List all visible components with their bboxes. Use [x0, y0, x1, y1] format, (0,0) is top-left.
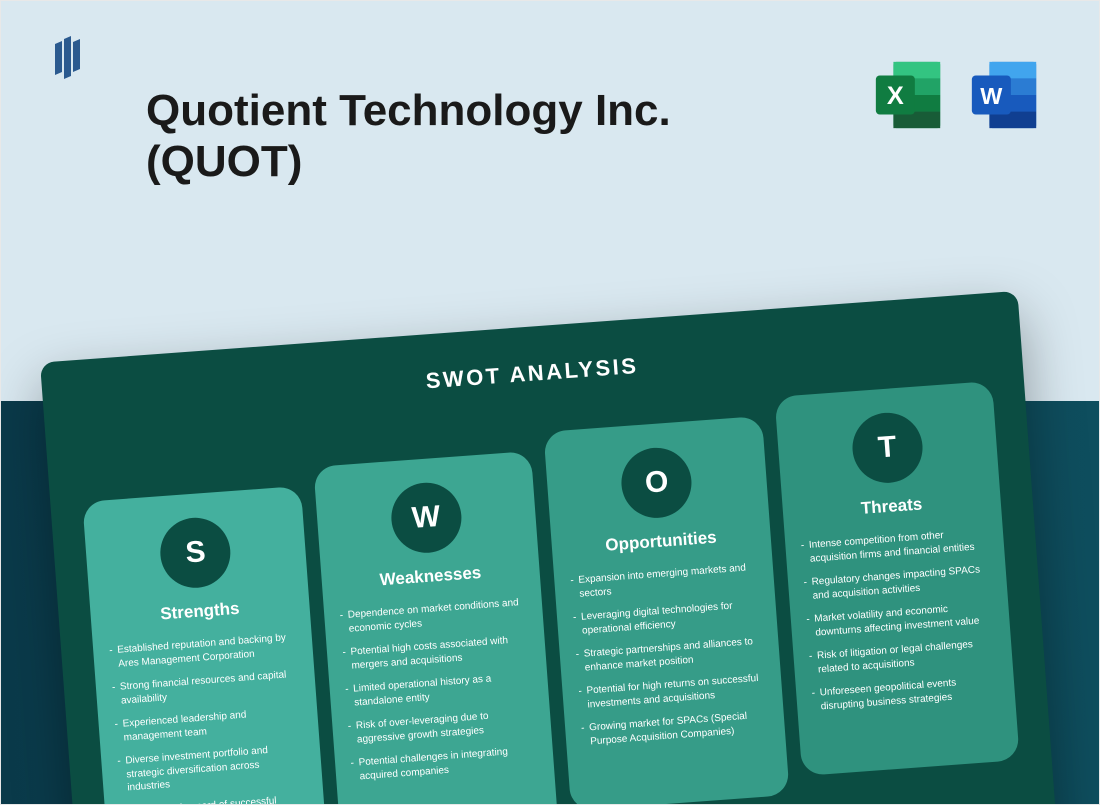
list-item: Expansion into emerging markets and sect…	[570, 561, 758, 602]
list-item: Proven track record of successful merger…	[121, 792, 309, 805]
swot-items-threats: Intense competition from other acquisiti…	[800, 526, 999, 714]
list-item: Potential for high returns on successful…	[578, 671, 766, 712]
list-item: Diverse investment portfolio and strateg…	[117, 741, 306, 795]
swot-badge-s: S	[158, 515, 233, 590]
swot-card-wrapper: SWOT ANALYSIS S Strengths Established re…	[40, 291, 1060, 805]
swot-col-opportunities: O Opportunities Expansion into emerging …	[543, 416, 789, 805]
list-item: Established reputation and backing by Ar…	[109, 631, 297, 672]
swot-badge-t: T	[850, 410, 925, 485]
swot-badge-o: O	[619, 445, 694, 520]
swot-items-opportunities: Expansion into emerging markets and sect…	[570, 561, 769, 749]
swot-label-weaknesses: Weaknesses	[337, 560, 524, 594]
swot-card: SWOT ANALYSIS S Strengths Established re…	[40, 291, 1060, 805]
list-item: Potential high costs associated with mer…	[342, 633, 530, 674]
swot-columns: S Strengths Established reputation and b…	[78, 381, 1023, 805]
swot-col-threats: T Threats Intense competition from other…	[774, 381, 1020, 776]
excel-letter: X	[887, 82, 904, 110]
swot-items-strengths: Established reputation and backing by Ar…	[109, 631, 309, 805]
swot-col-strengths: S Strengths Established reputation and b…	[82, 486, 328, 805]
swot-label-strengths: Strengths	[106, 595, 293, 629]
list-item: Potential challenges in integrating acqu…	[350, 743, 538, 784]
word-letter: W	[980, 83, 1003, 109]
list-item: Growing market for SPACs (Special Purpos…	[581, 708, 769, 749]
list-item: Limited operational history as a standal…	[345, 670, 533, 711]
swot-label-opportunities: Opportunities	[567, 525, 754, 559]
excel-icon: X	[870, 56, 948, 134]
file-icons-row: X W	[870, 56, 1044, 134]
list-item: Risk of over-leveraging due to aggressiv…	[348, 706, 536, 747]
brand-logo-icon	[51, 36, 83, 80]
list-item: Risk of litigation or legal challenges r…	[809, 636, 997, 677]
swot-col-weaknesses: W Weaknesses Dependence on market condit…	[313, 451, 559, 805]
list-item: Experienced leadership and management te…	[114, 705, 302, 746]
word-icon: W	[966, 56, 1044, 134]
list-item: Market volatility and economic downturns…	[806, 600, 994, 641]
page-title: Quotient Technology Inc. (QUOT)	[146, 86, 796, 187]
list-item: Intense competition from other acquisiti…	[800, 526, 988, 567]
list-item: Strong financial resources and capital a…	[112, 668, 300, 709]
list-item: Strategic partnerships and alliances to …	[575, 635, 763, 676]
swot-badge-w: W	[389, 480, 464, 555]
infographic-page: Quotient Technology Inc. (QUOT) X W	[0, 0, 1100, 805]
swot-items-weaknesses: Dependence on market conditions and econ…	[339, 596, 538, 784]
swot-label-threats: Threats	[798, 490, 985, 524]
list-item: Unforeseen geopolitical events disruptin…	[811, 673, 999, 714]
list-item: Dependence on market conditions and econ…	[339, 596, 527, 637]
list-item: Regulatory changes impacting SPACs and a…	[803, 563, 991, 604]
list-item: Leveraging digital technologies for oper…	[573, 598, 761, 639]
